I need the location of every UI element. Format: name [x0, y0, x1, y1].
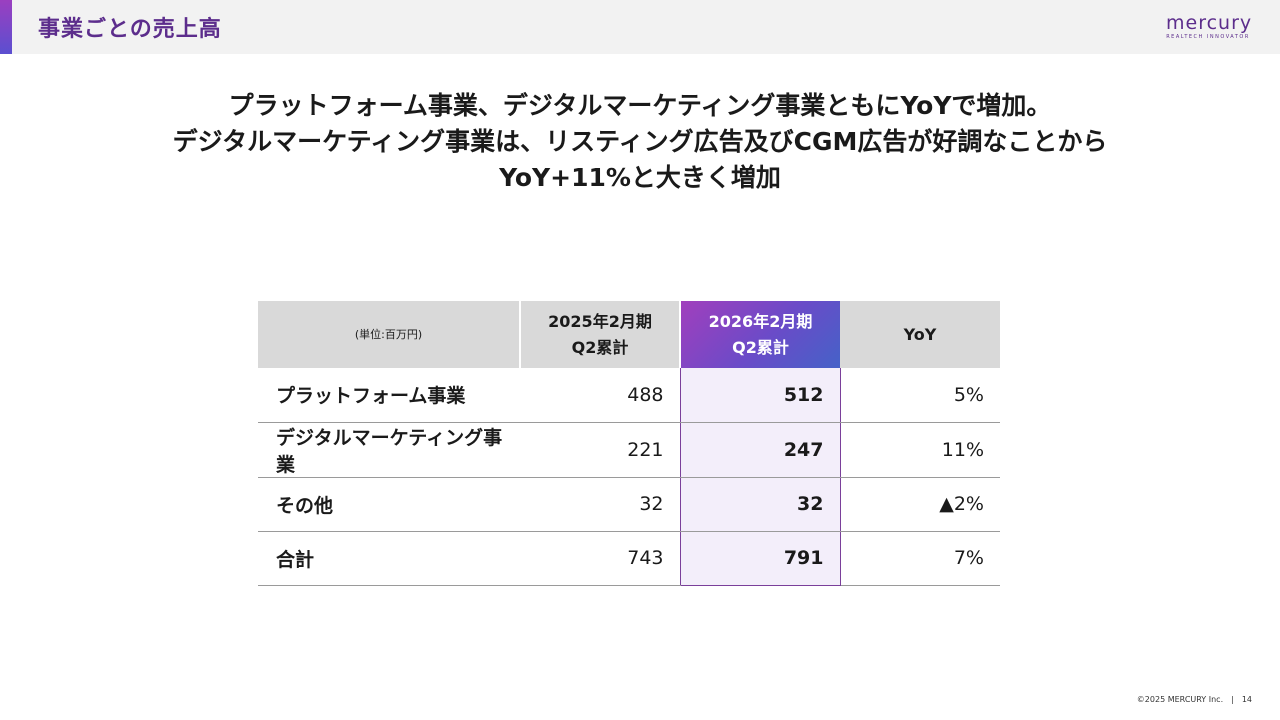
table-header-row: (単位:百万円) 2025年2月期 Q2累計 2026年2月期 Q2累計 YoY: [258, 301, 1000, 368]
cell-prev: 743: [520, 531, 680, 586]
table-row: プラットフォーム事業 488 512 5%: [258, 368, 1000, 423]
cell-yoy: 5%: [840, 368, 1000, 423]
cell-yoy: 11%: [840, 422, 1000, 478]
copyright-text: ©2025 MERCURY Inc.: [1136, 695, 1224, 704]
cell-curr: 32: [679, 477, 841, 532]
logo-wordmark: mercury: [1166, 12, 1253, 34]
cell-curr: 791: [679, 531, 841, 586]
page-title: 事業ごとの売上高: [38, 17, 222, 42]
cell-curr: 247: [679, 422, 841, 478]
slide-header: 事業ごとの売上高 mercury REALTECH INNOVATOR: [0, 0, 1280, 54]
cell-yoy: ▲2%: [840, 477, 1000, 532]
table-row: その他 32 32 ▲2%: [258, 477, 1000, 532]
table-row-total: 合計 743 791 7%: [258, 531, 1000, 586]
col-header-fy2026: 2026年2月期 Q2累計: [680, 301, 840, 368]
col-header-yoy: YoY: [840, 301, 1000, 368]
table-row: デジタルマーケティング事業 221 247 11%: [258, 422, 1000, 478]
page-number: 14: [1241, 695, 1252, 704]
col-header-line: 2026年2月期: [708, 311, 813, 331]
headline-line: YoY+11%と大きく増加: [499, 163, 781, 192]
row-label: その他: [258, 477, 520, 532]
unit-label: (単位:百万円): [258, 301, 521, 368]
cell-prev: 32: [520, 477, 680, 532]
slide-footer: ©2025 MERCURY Inc. | 14: [1137, 695, 1252, 704]
sales-by-segment-table: (単位:百万円) 2025年2月期 Q2累計 2026年2月期 Q2累計 YoY…: [258, 301, 1000, 586]
cell-curr: 512: [679, 368, 841, 423]
mercury-logo: mercury REALTECH INNOVATOR: [1166, 12, 1253, 41]
row-label: プラットフォーム事業: [258, 368, 520, 423]
row-label: 合計: [258, 531, 520, 586]
headline-message: プラットフォーム事業、デジタルマーケティング事業ともにYoYで増加。 デジタルマ…: [0, 88, 1280, 196]
col-header-line: 2025年2月期: [548, 311, 652, 331]
footer-separator: |: [1231, 695, 1234, 704]
cell-prev: 488: [520, 368, 680, 423]
cell-prev: 221: [520, 422, 680, 478]
col-header-line: Q2累計: [571, 337, 629, 357]
headline-line: デジタルマーケティング事業は、リスティング広告及びCGM広告が好調なことから: [172, 127, 1108, 156]
logo-tagline: REALTECH INNOVATOR: [1166, 34, 1250, 40]
header-accent-bar: [0, 0, 12, 54]
headline-line: プラットフォーム事業、デジタルマーケティング事業ともにYoYで増加。: [228, 91, 1052, 120]
col-header-fy2025: 2025年2月期 Q2累計: [520, 301, 681, 368]
cell-yoy: 7%: [840, 531, 1000, 586]
row-label: デジタルマーケティング事業: [258, 422, 520, 478]
col-header-line: Q2累計: [732, 337, 789, 357]
